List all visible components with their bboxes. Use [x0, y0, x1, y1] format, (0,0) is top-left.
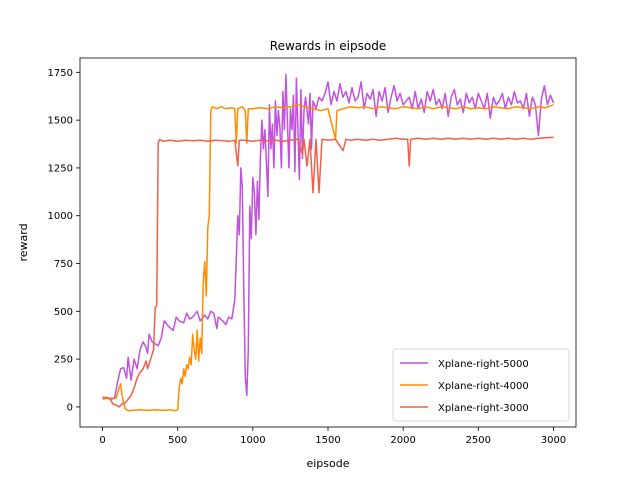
- x-tick-label: 2000: [390, 435, 415, 446]
- y-axis-label: reward: [17, 223, 30, 261]
- series-line-2: [102, 136, 554, 408]
- legend-label-0: Xplane-right-5000: [438, 359, 529, 370]
- series-line-1: [102, 104, 554, 412]
- y-tick-label: 1500: [48, 116, 73, 127]
- x-axis: 0 500 1000 1500 2000 2500 3000: [99, 427, 566, 446]
- y-tick-label: 1750: [48, 68, 73, 79]
- y-tick-label: 750: [54, 259, 73, 270]
- x-tick-label: 1500: [315, 435, 340, 446]
- x-tick-label: 0: [99, 435, 105, 446]
- y-tick-label: 500: [54, 307, 73, 318]
- x-axis-label: eipsode: [306, 457, 349, 470]
- legend-label-1: Xplane-right-4000: [438, 381, 529, 392]
- y-tick-label: 1000: [48, 211, 73, 222]
- legend-box: [392, 348, 570, 422]
- y-tick-label: 0: [67, 402, 73, 413]
- chart-title: Rewards in eipsode: [270, 39, 386, 53]
- x-tick-label: 500: [168, 435, 187, 446]
- series-line-0: [102, 73, 555, 400]
- legend: Xplane-right-5000 Xplane-right-4000 Xplane…: [392, 348, 570, 422]
- x-tick-label: 3000: [541, 435, 566, 446]
- x-tick-label: 1000: [240, 435, 265, 446]
- y-tick-label: 250: [54, 355, 73, 366]
- series-layer: [102, 73, 555, 412]
- y-tick-label: 1250: [48, 163, 73, 174]
- y-axis: 0 250 500 750 1000 1250 1500 1750: [48, 68, 80, 413]
- legend-label-2: Xplane-right-3000: [438, 403, 529, 414]
- x-tick-label: 2500: [466, 435, 491, 446]
